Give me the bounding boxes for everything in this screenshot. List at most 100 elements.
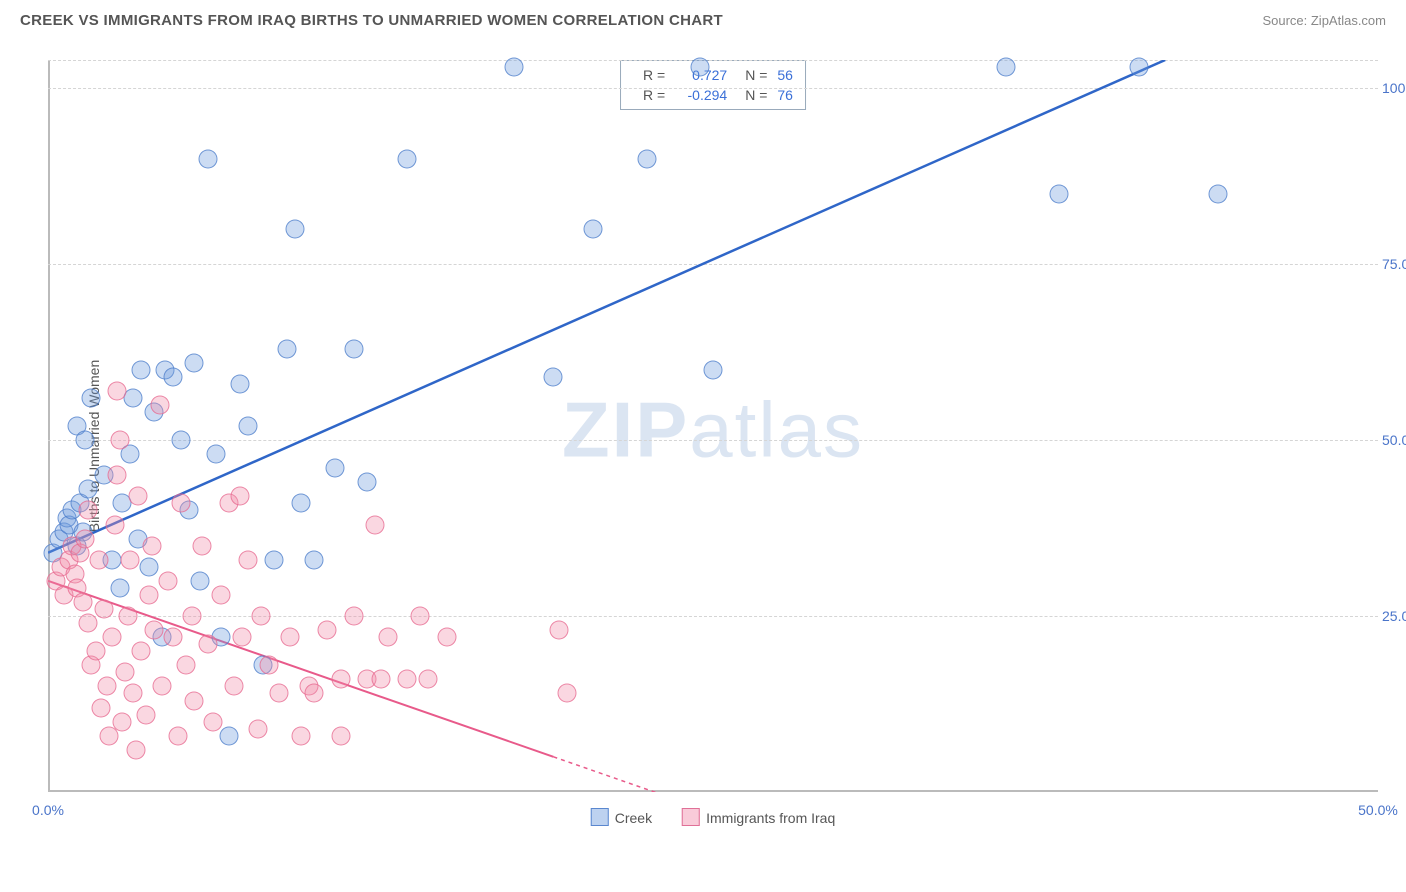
data-point [326,459,345,478]
data-point [379,628,398,647]
gridline [48,60,1378,61]
data-point [158,571,177,590]
data-point [331,726,350,745]
data-point [270,684,289,703]
data-point [305,684,324,703]
y-tick-label: 100.0% [1382,80,1406,96]
data-point [124,684,143,703]
data-point [129,487,148,506]
data-point [1049,184,1068,203]
data-point [193,536,212,555]
data-point [219,726,238,745]
data-point [137,705,156,724]
x-tick-label: 50.0% [1358,802,1398,818]
gridline [48,88,1378,89]
data-point [92,698,111,717]
data-point [105,515,124,534]
trend-line [48,60,1165,553]
data-point [557,684,576,703]
data-point [116,663,135,682]
data-point [233,628,252,647]
source-attribution: Source: ZipAtlas.com [1262,13,1386,28]
legend-item: Immigrants from Iraq [682,808,835,826]
data-point [211,585,230,604]
data-point [419,670,438,689]
data-point [81,388,100,407]
data-point [140,557,159,576]
data-point [145,621,164,640]
data-point [132,642,151,661]
data-point [198,149,217,168]
data-point [142,536,161,555]
data-point [344,607,363,626]
data-point [259,656,278,675]
data-point [996,58,1015,77]
data-point [344,339,363,358]
y-tick-label: 50.0% [1382,432,1406,448]
data-point [1209,184,1228,203]
data-point [172,494,191,513]
data-point [169,726,188,745]
data-point [108,381,127,400]
gridline [48,616,1378,617]
data-point [690,58,709,77]
data-point [291,494,310,513]
data-point [358,473,377,492]
data-point [438,628,457,647]
data-point [225,677,244,696]
trend-line-extrapolated [553,757,792,792]
gridline [48,440,1378,441]
data-point [637,149,656,168]
data-point [249,719,268,738]
data-point [108,466,127,485]
data-point [371,670,390,689]
data-point [89,550,108,569]
stat-row: R =0.727N =56 [633,65,793,85]
y-tick-label: 75.0% [1382,256,1406,272]
data-point [190,571,209,590]
data-point [1129,58,1148,77]
data-point [140,585,159,604]
data-point [76,431,95,450]
y-tick-label: 25.0% [1382,608,1406,624]
data-point [113,712,132,731]
data-point [126,740,145,759]
data-point [544,367,563,386]
data-point [76,529,95,548]
data-point [398,670,417,689]
data-point [97,677,116,696]
data-point [94,600,113,619]
series-legend: Creek Immigrants from Iraq [591,808,836,826]
data-point [177,656,196,675]
data-point [78,480,97,499]
data-point [230,374,249,393]
data-point [366,515,385,534]
data-point [164,367,183,386]
data-point [132,360,151,379]
y-axis [48,60,50,792]
data-point [78,501,97,520]
data-point [411,607,430,626]
data-point [504,58,523,77]
data-point [549,621,568,640]
chart-title: CREEK VS IMMIGRANTS FROM IRAQ BIRTHS TO … [20,12,723,29]
data-point [230,487,249,506]
data-point [121,550,140,569]
data-point [281,628,300,647]
data-point [185,353,204,372]
gridline [48,264,1378,265]
legend-item: Creek [591,808,652,826]
data-point [118,607,137,626]
watermark: ZIPatlas [562,384,864,475]
data-point [164,628,183,647]
data-point [398,149,417,168]
data-point [265,550,284,569]
data-point [238,417,257,436]
data-point [331,670,350,689]
data-point [78,614,97,633]
data-point [238,550,257,569]
data-point [150,395,169,414]
data-point [704,360,723,379]
data-point [86,642,105,661]
scatter-plot: ZIPatlas R =0.727N =56R =-0.294N =76 Cre… [48,60,1378,830]
